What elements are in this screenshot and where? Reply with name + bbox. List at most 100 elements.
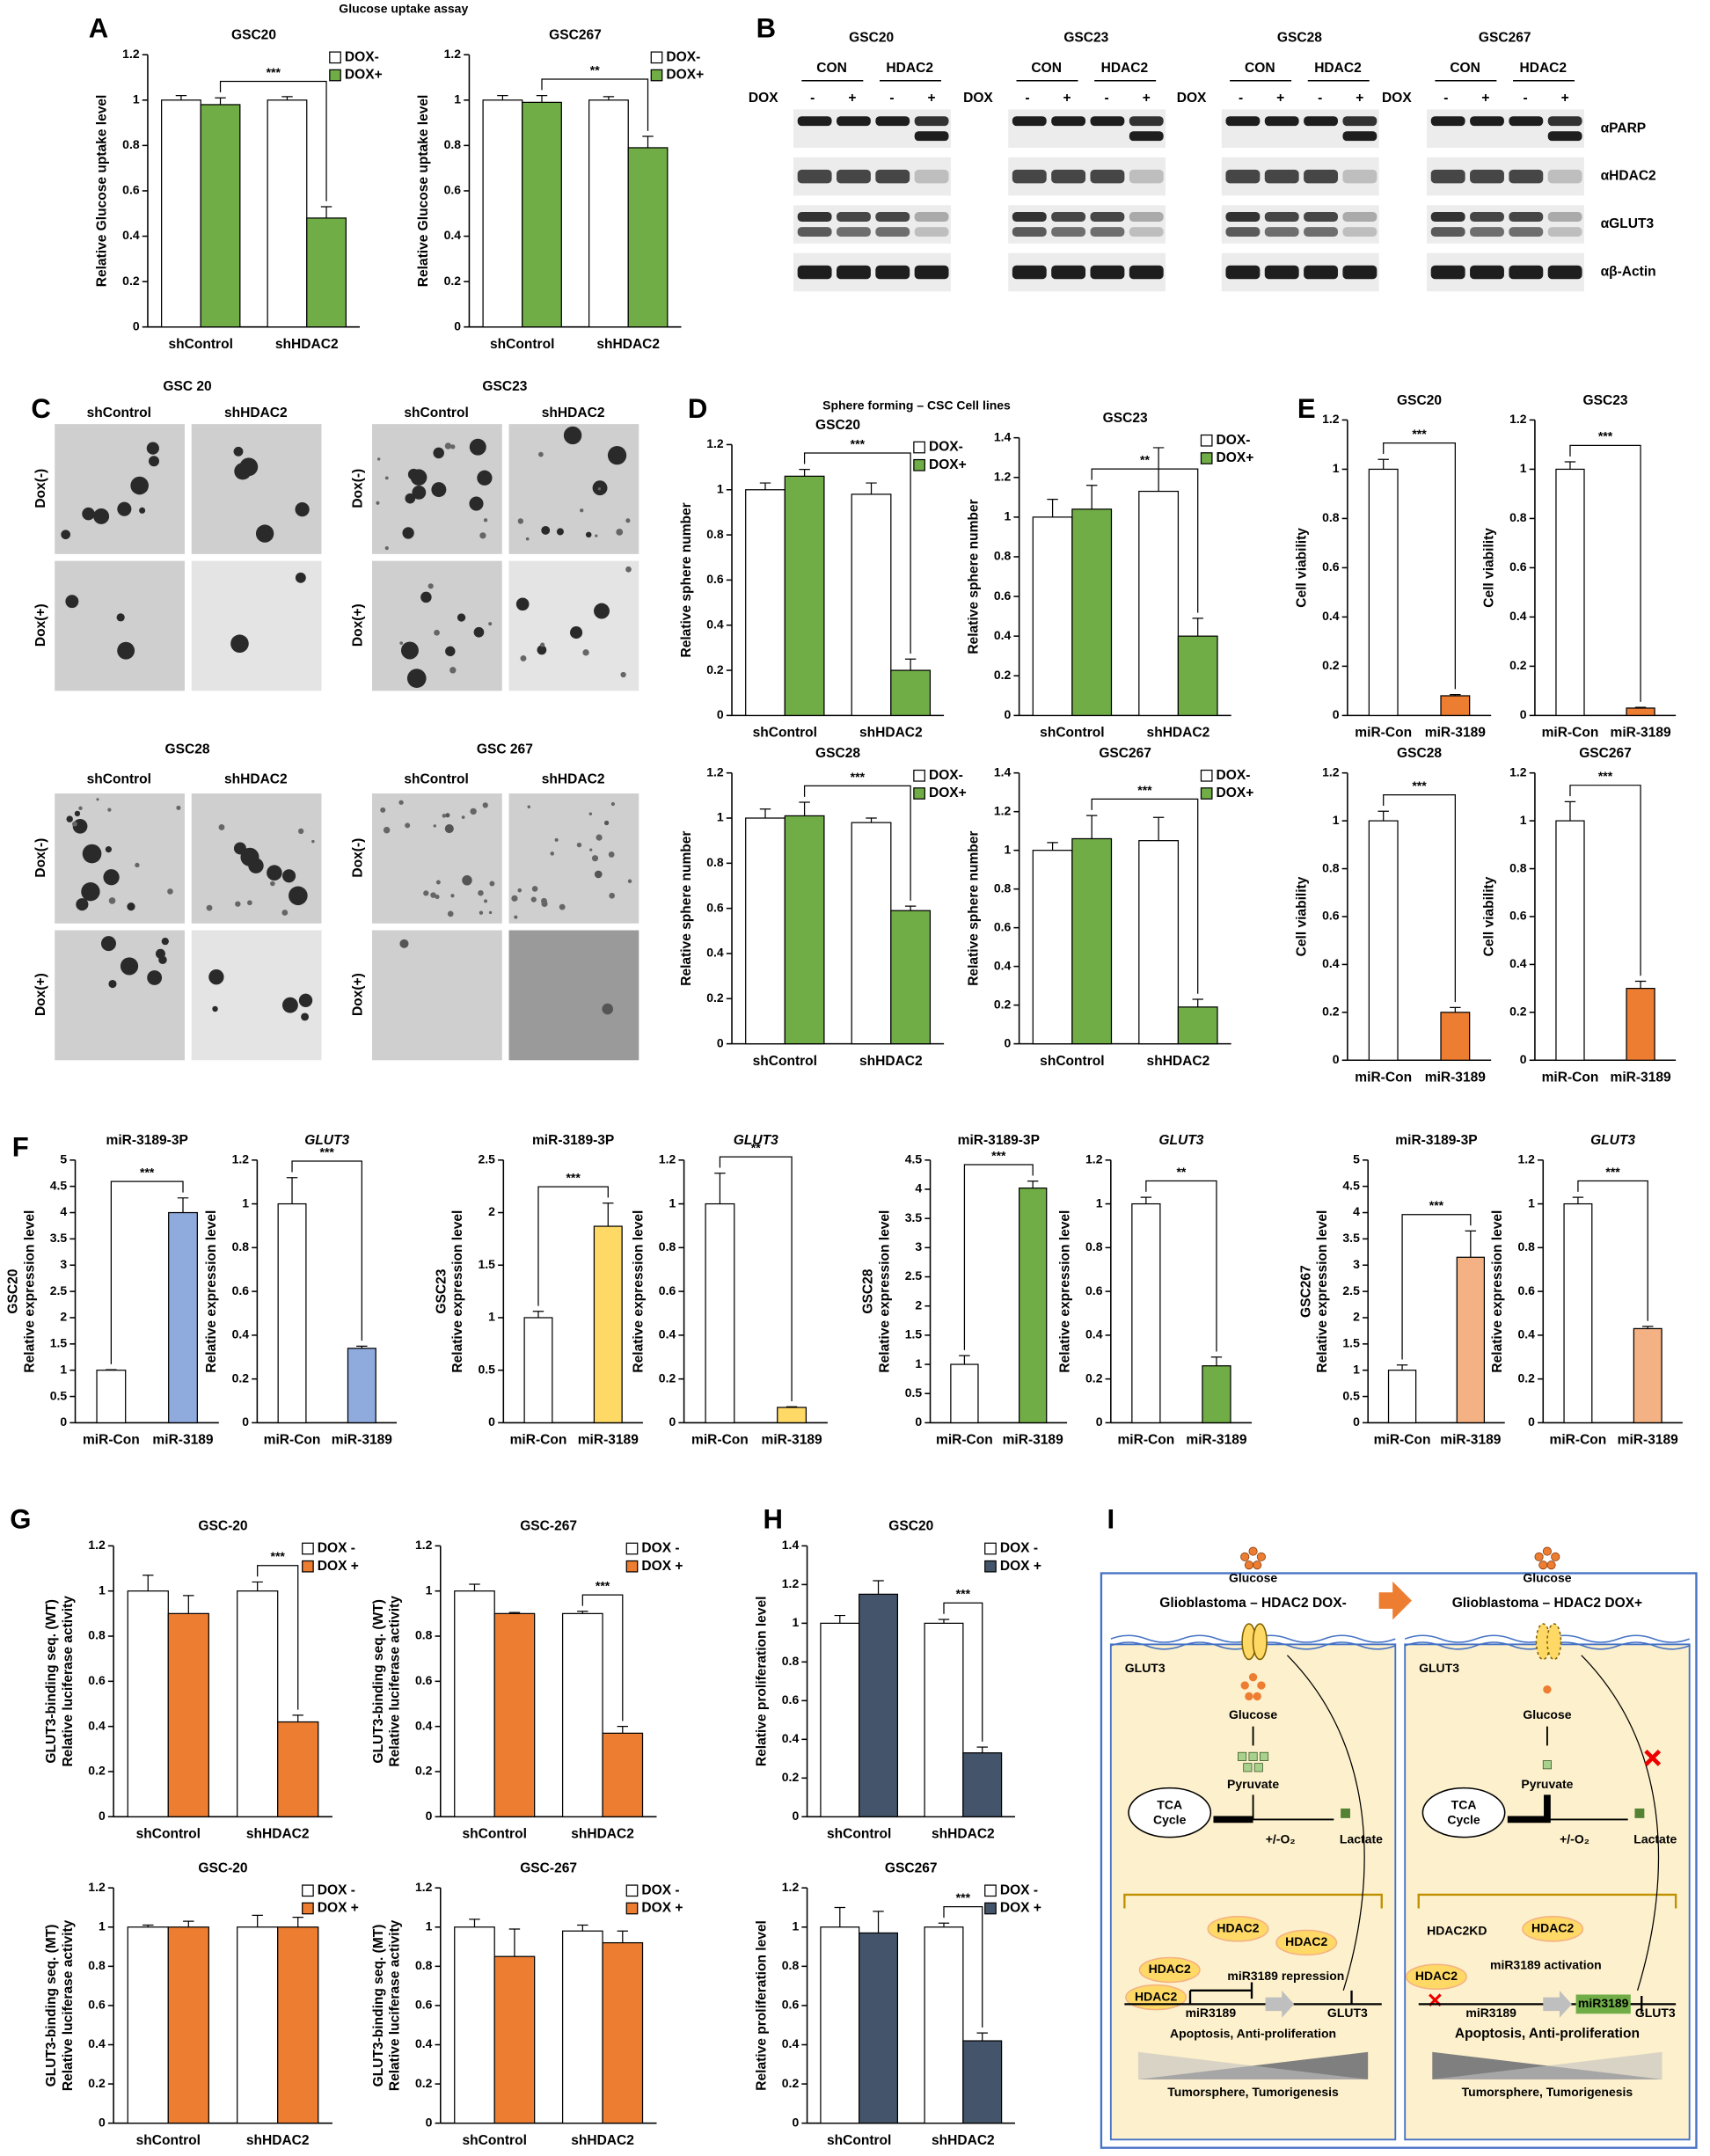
chart-title: GSC267 xyxy=(1099,746,1151,761)
error-bar xyxy=(976,2032,988,2042)
y-tick-label: 0.4 xyxy=(415,1718,433,1732)
x-tick-label: miR-3189 xyxy=(762,1433,822,1448)
oxygen-label: +/-O₂ xyxy=(1560,1831,1589,1845)
legend-label: DOX - xyxy=(1000,1541,1038,1556)
panel-letter: F xyxy=(12,1132,29,1163)
legend-label: DOX - xyxy=(641,1541,679,1556)
blot-band xyxy=(1090,227,1125,238)
sphere xyxy=(450,894,455,898)
y-axis-label: GSC267 xyxy=(1298,1265,1313,1318)
sphere xyxy=(82,844,102,864)
error-bar xyxy=(1085,485,1098,509)
y-tick-label: 0 xyxy=(60,1414,67,1429)
sphere xyxy=(435,880,441,885)
blot-band xyxy=(1342,131,1378,142)
sphere xyxy=(531,886,538,892)
x-tick-label: miR-3189 xyxy=(1425,726,1486,741)
bar-chart: 0 0.2 0.4 0.6 0.8 1 1.2 GSC20 Relative sphere nu… xyxy=(679,418,967,741)
blot-strip xyxy=(1427,205,1584,244)
legend-label: DOX- xyxy=(929,440,963,455)
y-tick-label: 1.2 xyxy=(659,1152,676,1166)
error-bar xyxy=(603,96,615,100)
x-tick-label: miR-3189 xyxy=(1611,1071,1671,1085)
blot-band xyxy=(837,265,871,280)
x-tick-label: miR-3189 xyxy=(1618,1433,1678,1448)
y-tick-label: 0.6 xyxy=(88,1673,106,1687)
y-tick-label: 3 xyxy=(1353,1257,1360,1271)
blot-band xyxy=(1509,212,1544,222)
y-tick-label: 0.5 xyxy=(1342,1388,1360,1402)
sphere xyxy=(384,546,389,551)
significance-label: *** xyxy=(1598,429,1613,443)
y-tick-label: 1.2 xyxy=(706,764,724,778)
y-axis-label: Relative expression level xyxy=(1315,1210,1330,1373)
sphere xyxy=(596,834,603,841)
error-bar xyxy=(577,1611,588,1614)
y-tick-label: 1.2 xyxy=(88,1538,106,1552)
y-tick-label: 0.5 xyxy=(905,1385,923,1400)
y-tick-label: 0.2 xyxy=(415,1764,433,1778)
y-tick-label: 4.5 xyxy=(905,1152,923,1166)
nucleus-bracket xyxy=(1123,1893,1383,1909)
x-tick-label: shHDAC2 xyxy=(1147,726,1210,741)
sphere xyxy=(594,870,603,879)
y-axis-label: Relative luciferase activity xyxy=(61,1596,76,1767)
sphere xyxy=(230,634,249,654)
blot-group-label: HDAC2 xyxy=(1314,61,1362,76)
chart-title: miR-3189-3P xyxy=(1395,1133,1477,1148)
y-tick-label: 0 xyxy=(792,2115,799,2129)
y-tick-label: 0.6 xyxy=(1509,559,1527,574)
significance-bracket xyxy=(1091,798,1199,994)
blot-band xyxy=(875,212,910,222)
bar xyxy=(851,822,892,1045)
significance-label: *** xyxy=(566,1170,581,1184)
y-tick-label: 1 xyxy=(426,1582,433,1597)
error-bar xyxy=(873,1580,884,1595)
glucose-dot xyxy=(1542,1546,1552,1556)
sphere xyxy=(289,886,308,906)
bar-chart: 0 0.2 0.4 0.6 0.8 1 1.2 GSC20 Relative Glucose u… xyxy=(95,28,383,352)
significance-bracket xyxy=(1569,785,1641,976)
significance-bracket xyxy=(1145,1180,1217,1352)
nucleus-bracket xyxy=(1417,1893,1677,1909)
legend-label: DOX- xyxy=(1217,433,1251,448)
blot-group-label: CON xyxy=(1031,61,1062,76)
chart-title: GSC-20 xyxy=(198,1519,248,1534)
error-bar xyxy=(1192,618,1203,637)
y-tick-label: 4.5 xyxy=(1342,1178,1360,1192)
y-tick-label: 0.2 xyxy=(706,662,724,676)
y-tick-label: 0.6 xyxy=(88,1998,106,2012)
blot-band xyxy=(1547,212,1582,222)
sphere xyxy=(76,898,89,911)
lactate-label: Lactate xyxy=(1633,1831,1677,1845)
bar xyxy=(1131,1202,1161,1424)
sphere xyxy=(218,824,225,830)
sphere xyxy=(431,482,447,498)
y-tick-label: 0.8 xyxy=(1322,510,1340,524)
blot-band xyxy=(1547,131,1582,142)
blot-band xyxy=(914,265,949,280)
error-bar xyxy=(1140,1196,1152,1204)
error-bar xyxy=(617,1726,629,1734)
blot-group-label: HDAC2 xyxy=(1101,61,1149,76)
y-tick-label: 1.2 xyxy=(122,47,140,61)
significance-label: *** xyxy=(596,1579,610,1593)
y-tick-label: 0 xyxy=(1528,1414,1535,1429)
tca-label: Cycle xyxy=(1153,1813,1187,1827)
blot-strip xyxy=(1221,205,1379,244)
blot-band xyxy=(1225,212,1261,222)
y-axis-label: Relative sphere number xyxy=(966,831,981,986)
blot-group-label: CON xyxy=(816,61,847,76)
tca-label: TCA xyxy=(1157,1798,1182,1812)
glucose-dot xyxy=(1546,1560,1556,1570)
significance-bracket xyxy=(541,78,649,131)
micrograph-row: Dox(+) xyxy=(351,973,366,1016)
legend-swatch xyxy=(913,441,925,454)
significance-bracket xyxy=(803,452,911,654)
sphere xyxy=(420,591,432,603)
sphere xyxy=(541,525,551,535)
y-tick-label: 0.2 xyxy=(1322,658,1340,672)
y-tick-label: 2.5 xyxy=(479,1152,496,1166)
error-bar xyxy=(175,95,187,100)
